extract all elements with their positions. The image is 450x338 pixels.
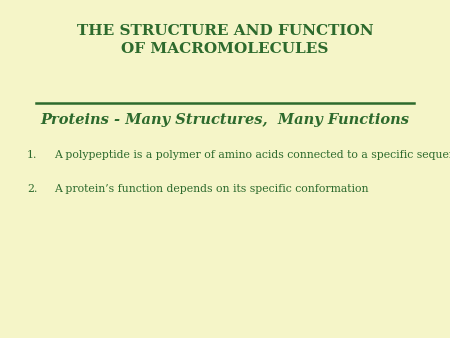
Text: 2.: 2.	[27, 184, 37, 194]
Text: A protein’s function depends on its specific conformation: A protein’s function depends on its spec…	[54, 184, 369, 194]
Text: THE STRUCTURE AND FUNCTION
OF MACROMOLECULES: THE STRUCTURE AND FUNCTION OF MACROMOLEC…	[76, 24, 373, 55]
Text: 1.: 1.	[27, 150, 37, 161]
Text: Proteins - Many Structures,  Many Functions: Proteins - Many Structures, Many Functio…	[40, 113, 410, 127]
Text: A polypeptide is a polymer of amino acids connected to a specific sequence: A polypeptide is a polymer of amino acid…	[54, 150, 450, 161]
